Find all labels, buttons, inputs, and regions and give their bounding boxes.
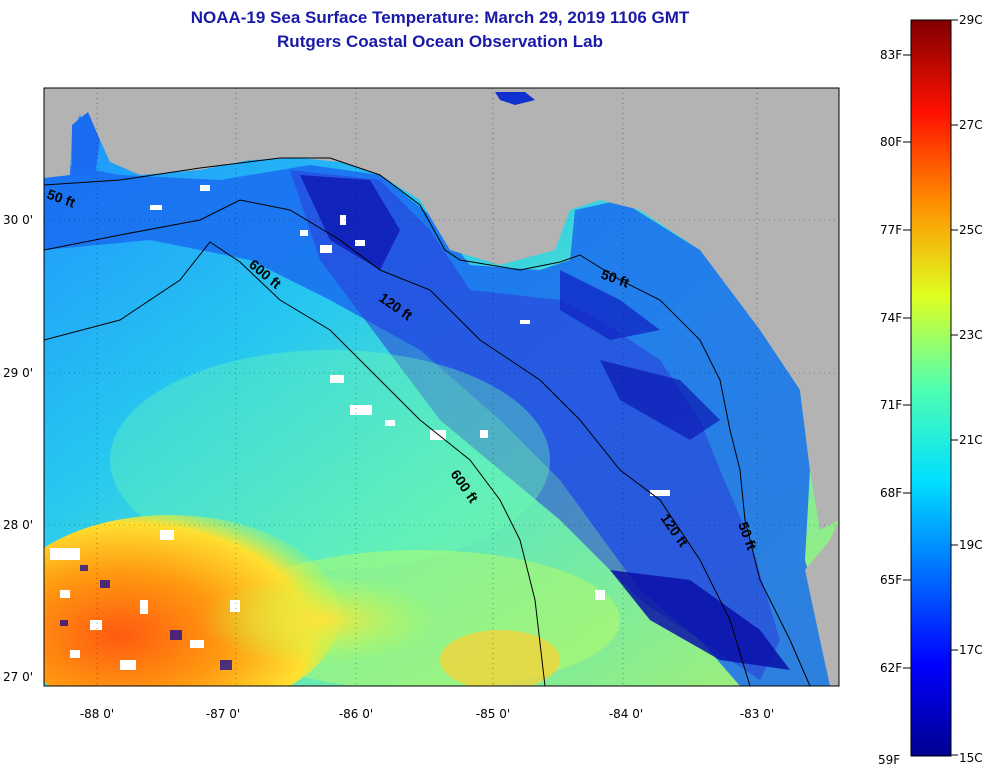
- contour-600ft: [44, 241, 546, 686]
- colorbar-c-25: 25C: [959, 223, 983, 237]
- colorbar-f-59: 59F: [878, 753, 900, 767]
- lon-label-88: -88 0': [80, 707, 114, 721]
- colorbar-f-71: 71F: [880, 398, 902, 412]
- colorbar-c-17: 17C: [959, 643, 983, 657]
- lat-label-27: 27 0': [3, 670, 33, 684]
- map-area: [44, 88, 839, 686]
- colorbar-c-21: 21C: [959, 433, 983, 447]
- colorbar-scale: [910, 19, 952, 757]
- contour-50ft-north: [44, 157, 811, 686]
- lat-label-29: 29 0': [3, 366, 33, 380]
- lat-label-30: 30 0': [3, 213, 33, 227]
- lat-axis: 30 0' 29 0' 28 0' 27 0': [3, 213, 33, 684]
- lon-axis: -88 0' -87 0' -86 0' -85 0' -84 0' -83 0…: [80, 707, 774, 721]
- colorbar-c-29: 29C: [959, 13, 983, 27]
- colorbar-f-83: 83F: [880, 48, 902, 62]
- colorbar-f-62: 62F: [880, 661, 902, 675]
- lat-label-28: 28 0': [3, 518, 33, 532]
- lon-label-85: -85 0': [476, 707, 510, 721]
- colorbar-f-77: 77F: [880, 223, 902, 237]
- colorbar-c-27: 27C: [959, 118, 983, 132]
- colorbar-c-15: 15C: [959, 751, 983, 765]
- colorbar-f-68: 68F: [880, 486, 902, 500]
- colorbar-f-80: 80F: [880, 135, 902, 149]
- colorbar: 83F 80F 77F 74F 71F 68F 65F 62F 59F 29C …: [878, 13, 983, 767]
- colorbar-c-23: 23C: [959, 328, 983, 342]
- map-title: NOAA-19 Sea Surface Temperature: March 2…: [190, 8, 690, 27]
- lon-label-84: -84 0': [609, 707, 643, 721]
- lon-label-86: -86 0': [339, 707, 373, 721]
- contour-120ft: [44, 199, 751, 686]
- lon-label-83: -83 0': [740, 707, 774, 721]
- colorbar-c-19: 19C: [959, 538, 983, 552]
- colorbar-f-65: 65F: [880, 573, 902, 587]
- lon-label-87: -87 0': [206, 707, 240, 721]
- colorbar-f-74: 74F: [880, 311, 902, 325]
- map-frame: [43, 87, 840, 687]
- map-subtitle: Rutgers Coastal Ocean Observation Lab: [277, 32, 603, 51]
